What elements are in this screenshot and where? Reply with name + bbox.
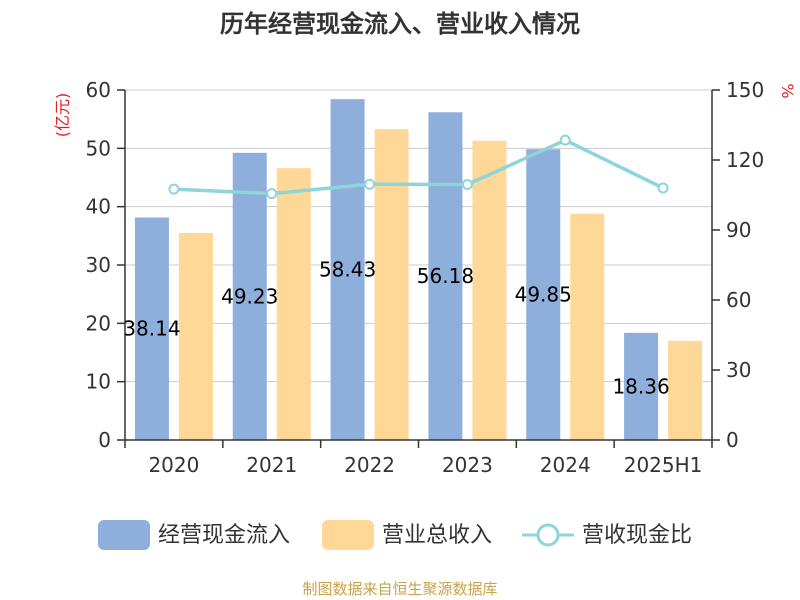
bar-cash-inflow (624, 332, 659, 440)
x-axis-tick-label: 2022 (344, 453, 395, 477)
legend: 经营现金流入 营业总收入 营收现金比 (98, 520, 692, 550)
x-axis-tick-label: 2025H1 (624, 453, 703, 477)
legend-swatch-cash-inflow (98, 520, 150, 550)
source-note: 制图数据来自恒生聚源数据库 (302, 580, 497, 598)
ratio-point (461, 179, 473, 190)
x-axis-tick-label: 2024 (540, 453, 591, 477)
data-label-cash-inflow: 56.18 (417, 264, 474, 288)
left-axis-tick-label: 50 (86, 136, 111, 160)
chart-title: 历年经营现金流入、营业收入情况 (220, 10, 580, 38)
bar-cash-inflow (526, 149, 561, 441)
ratio-point (559, 134, 571, 146)
right-axis-tick-label: 120 (726, 148, 764, 172)
right-axis-tick-label: 150 (726, 78, 764, 102)
x-axis-tick-label: 2023 (442, 453, 493, 477)
x-axis-tick-label: 2021 (246, 453, 297, 477)
bar-cash-inflow (428, 112, 463, 440)
left-axis-unit: (亿元) (53, 93, 72, 138)
x-axis-tick-label: 2020 (148, 453, 199, 477)
ratio-point (657, 182, 669, 194)
left-axis-tick-label: 20 (86, 311, 111, 335)
data-label-cash-inflow: 49.23 (221, 284, 278, 308)
bar-cash-inflow (134, 217, 169, 440)
bar-cash-inflow (330, 99, 365, 441)
ratio-point (266, 188, 278, 200)
axes-group: 0 10 20 30 40 50 60 0 30 60 90 120 150 2020 2021 2022 20… (86, 78, 765, 477)
legend-swatch-revenue (322, 520, 374, 550)
ratio-line (173, 138, 664, 196)
ratio-point (168, 183, 180, 195)
right-axis-tick-label: 90 (726, 218, 751, 242)
legend-label-revenue: 营业总收入 (382, 523, 492, 548)
bar-revenue (374, 129, 409, 441)
bar-revenue (276, 168, 311, 440)
left-axis-tick-label: 30 (86, 253, 111, 277)
left-axis-tick-label: 10 (86, 370, 111, 394)
left-axis-tick-label: 40 (86, 195, 111, 219)
bar-revenue (178, 232, 213, 440)
legend-label-ratio: 营收现金比 (582, 523, 692, 548)
ratio-line-group (168, 134, 669, 200)
data-label-cash-inflow: 49.85 (515, 283, 572, 307)
data-labels-group: 38.14 49.23 58.43 56.18 49.85 18.36 (123, 258, 669, 399)
bars-group (134, 99, 703, 441)
bar-cash-inflow (232, 152, 267, 441)
ratio-point (364, 178, 376, 190)
data-label-cash-inflow: 18.36 (612, 374, 669, 398)
legend-label-cash-inflow: 经营现金流入 (158, 523, 290, 548)
gridlines (125, 89, 712, 383)
bar-revenue (668, 340, 703, 440)
data-label-cash-inflow: 58.43 (319, 258, 376, 282)
left-axis-tick-label: 60 (86, 78, 111, 102)
right-axis-tick-label: 0 (726, 428, 739, 452)
legend-marker-ratio (536, 523, 560, 547)
bar-revenue (570, 213, 605, 440)
right-axis-tick-label: 30 (726, 358, 751, 382)
right-axis-unit: % (778, 83, 797, 98)
right-axis-tick-label: 60 (726, 288, 751, 312)
left-axis-tick-label: 0 (98, 428, 111, 452)
bar-revenue (472, 140, 507, 440)
data-label-cash-inflow: 38.14 (123, 317, 180, 341)
